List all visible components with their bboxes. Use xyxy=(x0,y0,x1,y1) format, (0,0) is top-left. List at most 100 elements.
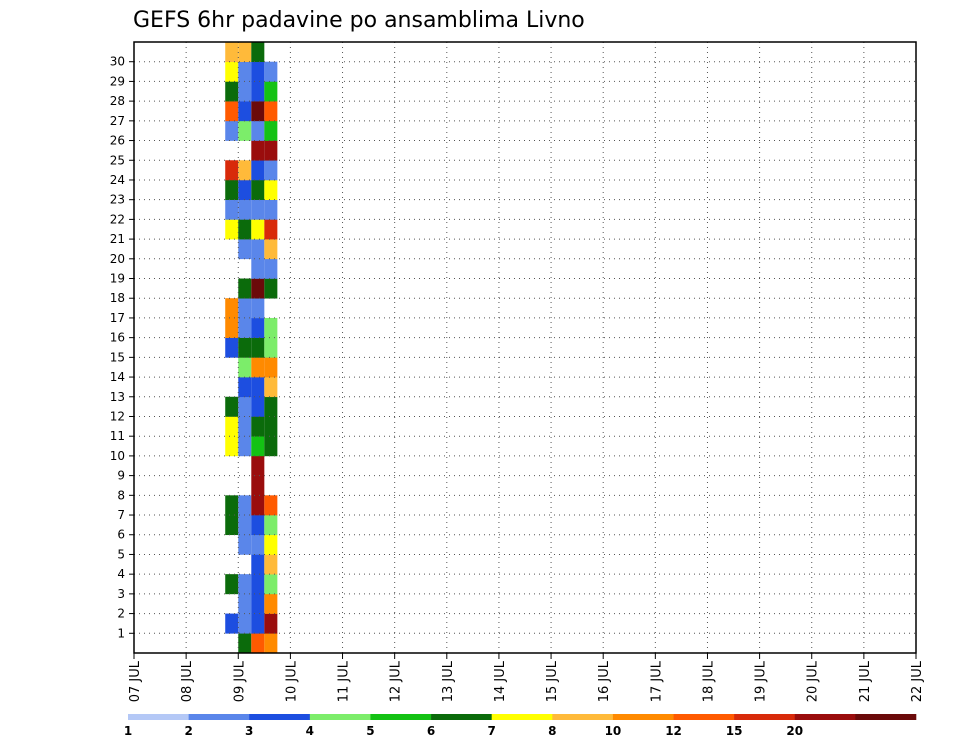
y-tick-label: 27 xyxy=(110,114,125,128)
y-tick-label: 4 xyxy=(117,567,125,581)
precip-cell xyxy=(225,298,239,319)
x-tick-label: 08 JUL xyxy=(180,660,195,702)
y-tick-label: 30 xyxy=(110,55,125,69)
precip-cell xyxy=(225,61,239,82)
precip-cell xyxy=(225,396,239,417)
precip-cell xyxy=(225,179,239,200)
precip-cell xyxy=(238,613,252,634)
legend-label: 12 xyxy=(665,724,682,738)
precip-cell xyxy=(238,436,252,457)
color-legend: 1 2 3 4 5 6 7 8 10 12 15 20 xyxy=(124,714,917,738)
x-tick-label: 14 JUL xyxy=(493,660,508,702)
x-tick-label: 18 JUL xyxy=(702,660,717,702)
precip-cell xyxy=(251,337,265,358)
precip-cell xyxy=(264,317,278,338)
precip-cell xyxy=(264,515,278,536)
precip-cell xyxy=(225,160,239,181)
x-tick-label: 11 JUL xyxy=(337,660,352,702)
precip-cell xyxy=(251,436,265,457)
precip-cell xyxy=(251,278,265,299)
precip-cell xyxy=(264,160,278,181)
legend-swatch xyxy=(734,714,796,720)
precip-cell xyxy=(238,61,252,82)
y-tick-label: 24 xyxy=(110,173,125,187)
chart-grid xyxy=(134,42,916,653)
precip-cell xyxy=(264,633,278,654)
y-tick-label: 18 xyxy=(110,291,125,305)
precip-cell xyxy=(251,574,265,595)
precip-cell xyxy=(251,455,265,476)
precip-cell xyxy=(264,81,278,102)
precip-cell xyxy=(264,574,278,595)
legend-label: 1 xyxy=(124,724,132,738)
precip-cell xyxy=(264,101,278,122)
x-axis-ticks: 07 JUL 08 JUL 09 JUL 10 JUL 11 JUL 12 JUL 13 J… xyxy=(128,653,925,702)
precip-cell xyxy=(264,337,278,358)
y-tick-label: 9 xyxy=(117,469,125,483)
y-tick-label: 22 xyxy=(110,212,125,226)
precip-cell xyxy=(238,495,252,516)
precip-cell xyxy=(251,160,265,181)
precip-cell xyxy=(225,337,239,358)
precip-cell xyxy=(225,317,239,338)
precip-cell xyxy=(238,120,252,141)
legend-label: 4 xyxy=(306,724,314,738)
y-tick-label: 14 xyxy=(110,370,125,384)
precip-cell xyxy=(238,416,252,437)
precip-cell xyxy=(225,436,239,457)
precip-cell xyxy=(225,219,239,240)
precip-cell xyxy=(238,317,252,338)
x-tick-label: 21 JUL xyxy=(858,660,873,702)
precip-cell xyxy=(251,298,265,319)
precip-cell xyxy=(251,416,265,437)
precip-cell xyxy=(264,534,278,555)
precip-cell xyxy=(238,515,252,536)
legend-swatch xyxy=(249,714,311,720)
y-tick-label: 28 xyxy=(110,94,125,108)
x-tick-label: 19 JUL xyxy=(754,660,769,702)
legend-label: 6 xyxy=(427,724,435,738)
legend-swatch xyxy=(491,714,553,720)
y-tick-label: 13 xyxy=(110,390,125,404)
precip-cells xyxy=(225,42,278,654)
x-tick-label: 17 JUL xyxy=(649,660,664,702)
precip-cell xyxy=(238,574,252,595)
chart-title: GEFS 6hr padavine po ansamblima Livno xyxy=(133,8,585,33)
legend-swatch xyxy=(370,714,432,720)
y-tick-label: 12 xyxy=(110,409,125,423)
precip-cell xyxy=(238,298,252,319)
x-tick-label: 16 JUL xyxy=(597,660,612,702)
y-tick-label: 5 xyxy=(117,547,125,561)
y-tick-label: 25 xyxy=(110,153,125,167)
precip-cell xyxy=(225,42,239,63)
precip-cell xyxy=(251,61,265,82)
precip-cell xyxy=(225,81,239,102)
precip-cell xyxy=(225,495,239,516)
precip-cell xyxy=(225,613,239,634)
legend-swatch xyxy=(188,714,250,720)
precip-cell xyxy=(251,179,265,200)
precip-cell xyxy=(238,199,252,220)
precip-cell xyxy=(264,278,278,299)
precip-cell xyxy=(264,61,278,82)
precip-cell xyxy=(251,258,265,279)
precip-cell xyxy=(251,317,265,338)
y-tick-label: 1 xyxy=(117,626,125,640)
precip-cell xyxy=(251,140,265,161)
precip-cell xyxy=(264,613,278,634)
y-axis-ticks: 1234567891011121314151617181920212223242… xyxy=(110,55,134,640)
precip-cell xyxy=(251,396,265,417)
x-tick-label: 10 JUL xyxy=(284,660,299,702)
precip-cell xyxy=(251,101,265,122)
y-tick-label: 20 xyxy=(110,252,125,266)
y-tick-label: 2 xyxy=(117,607,125,621)
x-tick-label: 09 JUL xyxy=(232,660,247,702)
precip-cell xyxy=(251,42,265,63)
precip-cell xyxy=(238,42,252,63)
y-tick-label: 19 xyxy=(110,272,125,286)
plot-frame xyxy=(133,41,917,654)
precip-cell xyxy=(225,416,239,437)
y-tick-label: 26 xyxy=(110,134,125,148)
precip-cell xyxy=(251,475,265,496)
precip-cell xyxy=(251,120,265,141)
